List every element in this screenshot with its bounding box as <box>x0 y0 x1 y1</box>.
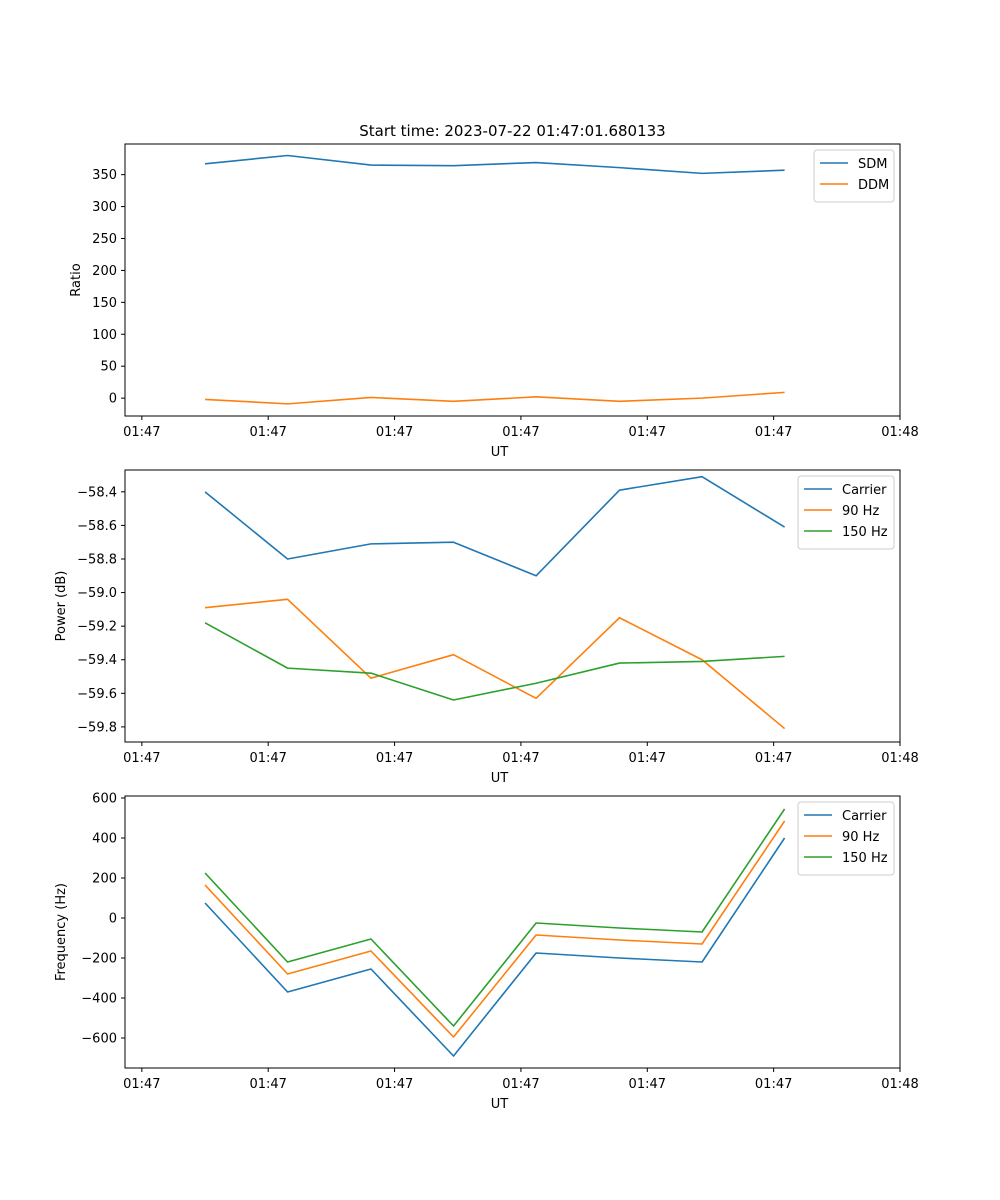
legend-label: SDM <box>858 157 887 172</box>
x-tick-label: 01:47 <box>755 425 792 440</box>
subplot-panels: 01:47 01:47 01:47 01:47 01:47 01:47 01:48 0 50 10… <box>54 143 919 1113</box>
y-tick-label: −59.6 <box>77 687 117 702</box>
y-tick-label: −600 <box>81 1032 117 1047</box>
plot-area <box>125 796 900 1068</box>
y-axis-label: Ratio <box>69 263 84 296</box>
series-line-150-hz <box>204 808 786 1027</box>
y-tick-label: −59.8 <box>77 720 117 735</box>
series-line-sdm <box>204 154 785 175</box>
axes-frame <box>124 795 901 1069</box>
y-axis-label: Frequency (Hz) <box>54 883 69 981</box>
subplot-3: 01:47 01:47 01:47 01:47 01:47 01:47 01:48 −600 −… <box>54 792 919 1113</box>
x-tick-label: 01:48 <box>881 1077 918 1092</box>
plot-area <box>125 470 900 742</box>
x-tick-label: 01:47 <box>123 1077 160 1092</box>
series-line-carrier <box>204 837 786 1057</box>
y-tick-label: 600 <box>92 792 117 807</box>
y-tick-label: −58.4 <box>77 485 117 500</box>
y-tick-label: 400 <box>92 832 117 847</box>
plot-area <box>125 144 900 416</box>
x-tick-label: 01:47 <box>249 425 286 440</box>
subplot-1: 01:47 01:47 01:47 01:47 01:47 01:47 01:48 0 50 10… <box>69 143 919 460</box>
series-line-90-hz <box>204 820 786 1038</box>
y-tick-label: −59.0 <box>77 586 117 601</box>
x-tick-label: 01:47 <box>629 1077 666 1092</box>
x-axis-label: UT <box>491 771 509 786</box>
y-tick-label: 300 <box>92 200 117 215</box>
y-tick-label: −400 <box>81 992 117 1007</box>
y-tick-label: 50 <box>100 360 117 375</box>
x-tick-label: 01:47 <box>376 751 413 766</box>
legend-label: Carrier <box>842 483 887 498</box>
x-tick-label: 01:47 <box>502 751 539 766</box>
x-tick-label: 01:47 <box>629 425 666 440</box>
y-tick-label: −59.4 <box>77 653 117 668</box>
y-tick-label: 200 <box>92 872 117 887</box>
x-tick-label: 01:48 <box>881 751 918 766</box>
y-tick-label: 100 <box>92 328 117 343</box>
legend-label: 90 Hz <box>842 504 879 519</box>
y-tick-label: 0 <box>109 392 117 407</box>
legend: Carrier 90 Hz 150 Hz <box>797 475 895 550</box>
x-tick-label: 01:48 <box>881 425 918 440</box>
x-axis-label: UT <box>491 1097 509 1112</box>
legend-label: 150 Hz <box>842 851 888 866</box>
series-line-ddm <box>204 391 785 405</box>
axes-frame <box>124 143 901 417</box>
x-tick-label: 01:47 <box>376 1077 413 1092</box>
x-axis-label: UT <box>491 445 509 460</box>
series-line-carrier <box>204 475 786 577</box>
subplot-2: 01:47 01:47 01:47 01:47 01:47 01:47 01:48 −59.8… <box>54 469 919 786</box>
y-tick-label: 150 <box>92 296 117 311</box>
legend-label: Carrier <box>842 809 887 824</box>
y-tick-label: −58.6 <box>77 519 117 534</box>
legend-label: DDM <box>858 178 889 193</box>
x-tick-label: 01:47 <box>755 1077 792 1092</box>
x-tick-label: 01:47 <box>123 425 160 440</box>
legend: SDM DDM <box>813 149 895 203</box>
x-tick-label: 01:47 <box>629 751 666 766</box>
series-line-90-hz <box>204 598 786 730</box>
y-tick-label: 0 <box>109 912 117 927</box>
y-tick-label: −59.2 <box>77 620 117 635</box>
x-tick-label: 01:47 <box>502 1077 539 1092</box>
x-tick-label: 01:47 <box>376 425 413 440</box>
series-line-150-hz <box>204 622 785 701</box>
x-tick-label: 01:47 <box>249 751 286 766</box>
x-tick-label: 01:47 <box>502 425 539 440</box>
legend: Carrier 90 Hz 150 Hz <box>797 801 895 876</box>
legend-label: 90 Hz <box>842 830 879 845</box>
legend-label: 150 Hz <box>842 525 888 540</box>
y-tick-label: −58.8 <box>77 552 117 567</box>
x-tick-label: 01:47 <box>123 751 160 766</box>
figure-title: Start time: 2023-07-22 01:47:01.680133 <box>359 122 665 140</box>
x-tick-label: 01:47 <box>249 1077 286 1092</box>
y-tick-label: −200 <box>81 952 117 967</box>
axes-frame <box>124 469 901 743</box>
x-tick-label: 01:47 <box>755 751 792 766</box>
y-tick-label: 350 <box>92 168 117 183</box>
y-tick-label: 200 <box>92 264 117 279</box>
y-axis-label: Power (dB) <box>54 571 69 642</box>
y-tick-label: 250 <box>92 232 117 247</box>
